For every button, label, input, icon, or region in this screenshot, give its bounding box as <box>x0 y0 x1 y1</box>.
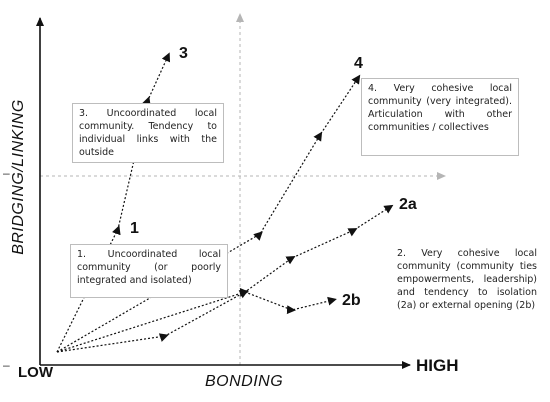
description-box-3: 3. Uncoordinated local community. Tenden… <box>72 103 224 163</box>
path-to-2a <box>56 204 394 353</box>
description-box-1: 1. Uncoordinated local community (or poo… <box>70 244 228 298</box>
marker-1: 1 <box>130 220 139 237</box>
x-tick-mark: – <box>3 358 10 372</box>
high-label: HIGH <box>416 356 459 375</box>
description-box-2: 2. Very cohesive local community (commun… <box>390 243 544 323</box>
path-to-3 <box>56 52 171 353</box>
marker-3: 3 <box>179 45 188 62</box>
marker-4: 4 <box>354 55 363 72</box>
x-axis-label: BONDING <box>205 373 284 390</box>
y-tick-mark: – <box>3 166 10 180</box>
description-box-4: 4. Very cohesive local community (very i… <box>361 78 519 156</box>
path-to-2b <box>56 287 337 353</box>
marker-2a: 2a <box>399 196 417 213</box>
marker-2b: 2b <box>342 292 361 309</box>
low-label: LOW <box>18 364 53 381</box>
y-axis-label: BRIDGING/LINKING <box>10 99 27 255</box>
trajectory-paths <box>56 52 394 353</box>
